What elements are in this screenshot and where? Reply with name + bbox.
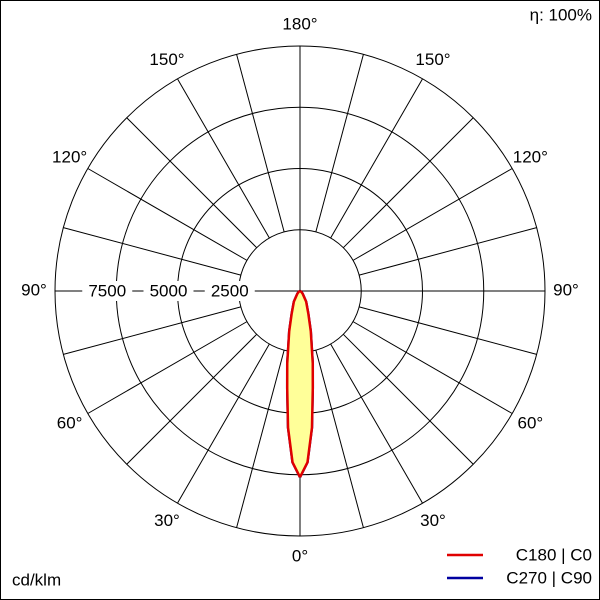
angle-tick-label: 90° — [553, 280, 579, 299]
angle-tick-label: 120° — [52, 147, 87, 166]
spoke — [315, 54, 364, 232]
spoke — [359, 227, 537, 276]
r-tick-label-bg — [82, 281, 133, 301]
spoke — [342, 117, 474, 249]
beam-area — [300, 291, 313, 478]
spoke — [177, 78, 270, 239]
spoke — [87, 168, 248, 261]
angle-tick-label: 30° — [420, 511, 446, 530]
angle-tick-label: 60° — [518, 413, 544, 432]
unit-label: cd/klm — [12, 570, 61, 589]
spoke — [330, 343, 423, 504]
beam-area — [287, 291, 300, 478]
spoke — [126, 333, 258, 465]
legend-label: C180 | C0 — [516, 545, 592, 564]
spoke — [342, 333, 474, 465]
spoke — [352, 321, 513, 414]
spoke — [315, 350, 364, 528]
angle-tick-label: 150° — [149, 50, 184, 69]
spoke — [236, 54, 285, 232]
angle-tick-label: 60° — [57, 413, 83, 432]
angle-tick-label: 0° — [292, 546, 308, 565]
beam-line — [298, 289, 315, 478]
angle-tick-label: 30° — [154, 511, 180, 530]
angle-tick-label: 120° — [513, 147, 548, 166]
spoke — [359, 306, 537, 355]
r-tick-label-bg — [204, 281, 255, 301]
r-tick-label: 5000 — [150, 281, 188, 300]
spoke — [236, 350, 285, 528]
spoke — [63, 227, 241, 276]
r-tick-label: 7500 — [88, 281, 126, 300]
legend-label: C270 | C90 — [506, 568, 592, 587]
spoke — [63, 306, 241, 355]
beam-line — [285, 289, 302, 478]
r-tick-label-bg — [143, 281, 194, 301]
r-tick-label: 2500 — [211, 281, 249, 300]
efficiency: η: 100% — [530, 5, 592, 24]
angle-tick-label: 150° — [415, 50, 450, 69]
spoke — [87, 321, 248, 414]
angle-tick-label: 180° — [282, 14, 317, 33]
spoke — [126, 117, 258, 249]
angle-tick-label: 90° — [21, 280, 47, 299]
spoke — [330, 78, 423, 239]
spoke — [352, 168, 513, 261]
spoke — [177, 343, 270, 504]
